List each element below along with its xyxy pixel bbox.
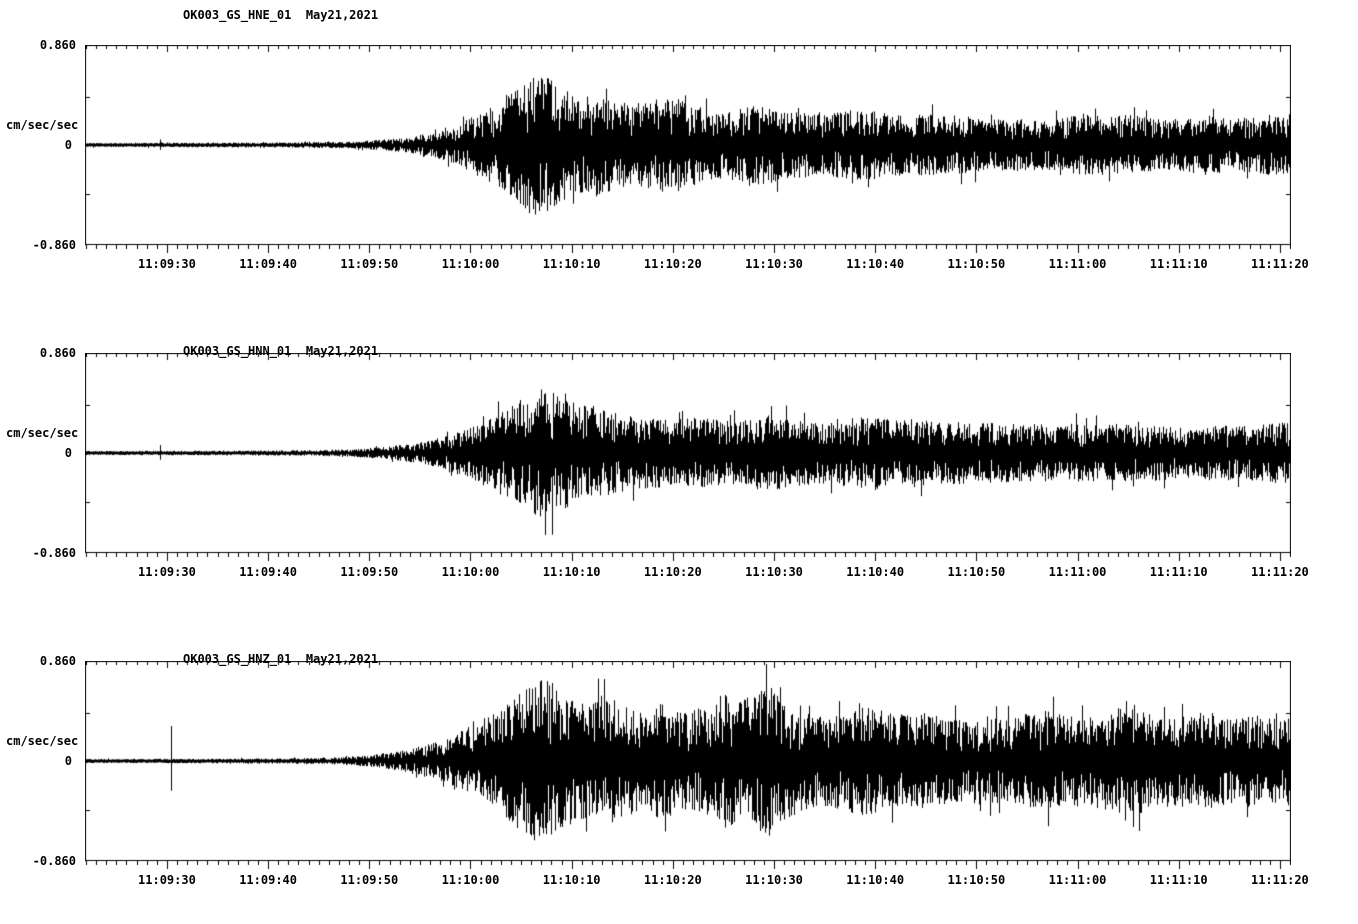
x-tick-label: 11:11:10 (1149, 257, 1208, 271)
seismogram-panel-hnz: OK003_GS_HNZ_01 May21,2021 0.860 cm/sec/… (0, 616, 1358, 924)
x-tick-label: 11:10:40 (846, 257, 905, 271)
y-tick-label-min: -0.860 (32, 854, 76, 868)
x-tick-label: 11:11:20 (1250, 873, 1309, 887)
y-axis-units-label: cm/sec/sec (6, 734, 79, 748)
x-tick-label: 11:09:40 (239, 257, 297, 271)
x-tick-label: 11:10:50 (947, 257, 1006, 271)
x-tick-label: 11:09:30 (138, 565, 196, 579)
x-tick-label: 11:09:50 (340, 257, 399, 271)
seismogram-panel-hnn: OK003_GS_HNN_01 May21,2021 0.860 cm/sec/… (0, 308, 1358, 616)
x-tick-label: 11:10:00 (441, 257, 500, 271)
y-tick-label-max: 0.860 (39, 346, 76, 360)
y-tick-label-zero: 0 (64, 446, 72, 460)
y-tick-label-zero: 0 (64, 754, 72, 768)
x-tick-label: 11:10:50 (947, 565, 1006, 579)
x-tick-label: 11:11:00 (1048, 565, 1107, 579)
trace-title: OK003_GS_HNE_01 May21,2021 (183, 8, 379, 22)
x-tick-label: 11:09:40 (239, 873, 297, 887)
x-tick-label: 11:10:40 (846, 873, 905, 887)
waveform-plot-hnz (85, 661, 1291, 873)
x-tick-label: 11:11:20 (1250, 565, 1309, 579)
y-tick-label-min: -0.860 (32, 238, 76, 252)
x-tick-label: 11:10:30 (745, 873, 803, 887)
y-tick-label-min: -0.860 (32, 546, 76, 560)
x-tick-label: 11:10:00 (441, 873, 500, 887)
x-tick-label: 11:10:20 (643, 257, 702, 271)
x-tick-label: 11:11:00 (1048, 873, 1107, 887)
x-tick-label: 11:09:50 (340, 565, 399, 579)
waveform-plot-hne (85, 45, 1291, 257)
x-tick-label: 11:09:50 (340, 873, 399, 887)
x-tick-label: 11:10:50 (947, 873, 1006, 887)
x-tick-label: 11:11:10 (1149, 873, 1208, 887)
x-tick-label: 11:10:20 (643, 565, 702, 579)
y-tick-label-max: 0.860 (39, 654, 76, 668)
x-tick-label: 11:11:20 (1250, 257, 1309, 271)
y-tick-label-zero: 0 (64, 138, 72, 152)
seismogram-panel-hne: OK003_GS_HNE_01 May21,2021 0.860 cm/sec/… (0, 0, 1358, 308)
y-axis-units-label: cm/sec/sec (6, 118, 79, 132)
waveform-plot-hnn (85, 353, 1291, 565)
x-tick-label: 11:11:00 (1048, 257, 1107, 271)
x-tick-label: 11:10:10 (542, 873, 601, 887)
x-tick-label: 11:10:10 (542, 565, 601, 579)
x-tick-label: 11:09:30 (138, 257, 196, 271)
x-tick-label: 11:11:10 (1149, 565, 1208, 579)
x-tick-label: 11:10:00 (441, 565, 500, 579)
x-tick-label: 11:10:30 (745, 565, 803, 579)
x-tick-label: 11:10:20 (643, 873, 702, 887)
x-tick-label: 11:10:10 (542, 257, 601, 271)
x-tick-label: 11:10:40 (846, 565, 905, 579)
x-tick-label: 11:09:30 (138, 873, 196, 887)
y-tick-label-max: 0.860 (39, 38, 76, 52)
x-tick-label: 11:09:40 (239, 565, 297, 579)
x-tick-label: 11:10:30 (745, 257, 803, 271)
y-axis-units-label: cm/sec/sec (6, 426, 79, 440)
